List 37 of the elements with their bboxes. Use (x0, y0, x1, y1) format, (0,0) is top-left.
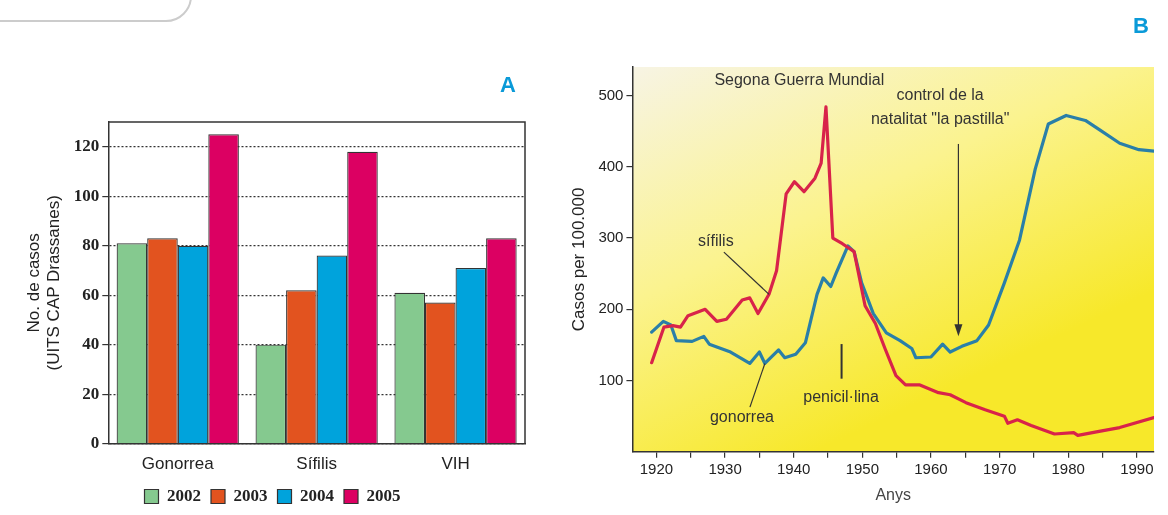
y-tick-label: 500 (598, 85, 624, 103)
y-tick-label: 100 (73, 185, 100, 205)
annotation: Segona Guerra Mundial (714, 70, 885, 88)
y-tick-label: 400 (598, 156, 624, 174)
x-tick-label: 1920 (639, 459, 674, 477)
legend-label: 2003 (233, 485, 268, 505)
y-tick-label: 80 (82, 235, 100, 255)
annotation: control de la natalitat "la pastilla" (870, 86, 1010, 128)
y-tick-label: 120 (73, 136, 100, 156)
x-tick-label: 1940 (777, 459, 811, 477)
x-tick-label: Gonorrea (141, 454, 215, 474)
y-tick-label: 300 (598, 228, 624, 246)
text: gonorrea (709, 407, 775, 425)
y-tick-label: 0 (90, 432, 100, 452)
y-tick-label: 60 (82, 284, 100, 304)
x-tick-label: 1990 (1120, 459, 1154, 477)
legend-label: 2005 (366, 485, 401, 505)
x-tick-label: 1930 (708, 459, 742, 477)
x-tick-label: 1980 (1051, 459, 1085, 477)
y-tick-label: 100 (598, 370, 624, 388)
x-tick-label: Sífilis (296, 454, 337, 474)
legend-label: 2004 (300, 485, 335, 505)
x-tick-label: 1960 (914, 459, 948, 477)
legend-label: 2002 (167, 485, 201, 505)
y-axis-title: Casos per 100.000 (568, 187, 588, 332)
chart-title: A (500, 72, 516, 98)
annotation: penicil·lina (803, 388, 879, 406)
y-tick-label: 20 (82, 383, 100, 403)
y-tick-label: 40 (82, 334, 100, 354)
x-axis-title: Anys (875, 485, 911, 503)
chart-title: B (1133, 13, 1149, 39)
x-tick-label: 1970 (982, 459, 1017, 477)
x-tick-label: VIH (441, 454, 470, 474)
y-tick-label: 200 (598, 299, 624, 317)
y-axis-title: No. de casos (UITS CAP Drassanes) (23, 195, 64, 371)
text: sífilis (698, 232, 734, 250)
x-tick-label: 1950 (845, 459, 880, 477)
